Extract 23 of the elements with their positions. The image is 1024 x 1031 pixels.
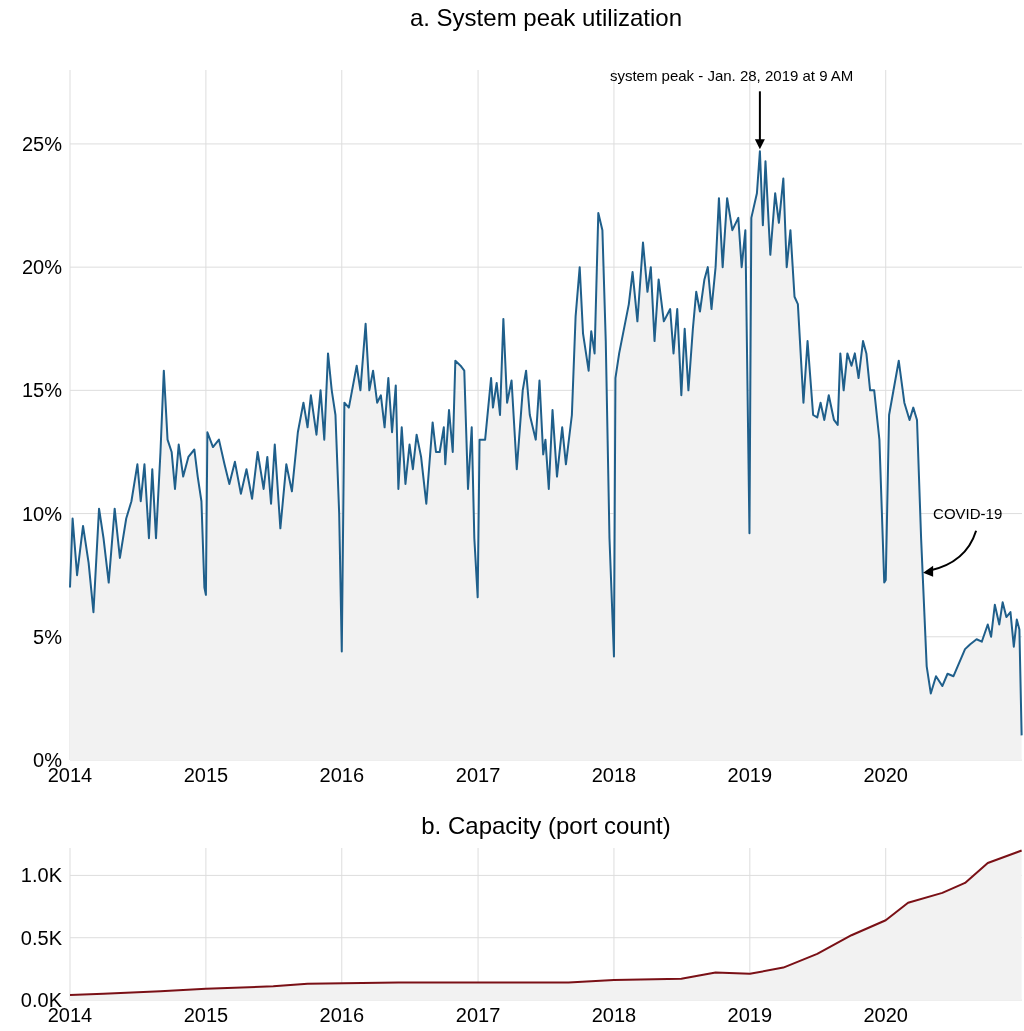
x-tick-label: 2018 — [591, 1004, 637, 1026]
y-tick-label: 20% — [21, 256, 63, 279]
chart-title: a. System peak utilization — [409, 4, 683, 31]
x-tick-label: 2017 — [455, 1004, 501, 1026]
y-tick-label: 15% — [21, 379, 63, 402]
y-tick-label: 5% — [33, 625, 63, 648]
chart-title: b. Capacity (port count) — [421, 812, 671, 839]
y-tick-label: 1.0K — [20, 864, 63, 887]
y-tick-label: 25% — [21, 132, 63, 155]
annotation: system peak - Jan. 28, 2019 at 9 AM — [609, 67, 854, 85]
x-tick-label: 2020 — [863, 1004, 908, 1026]
annotation: COVID-19 — [933, 504, 1003, 522]
x-tick-label: 2015 — [183, 764, 229, 786]
x-tick-label: 2017 — [455, 764, 501, 786]
y-tick-label: 10% — [21, 502, 63, 525]
x-tick-label: 2015 — [183, 1004, 229, 1026]
x-tick-label: 2019 — [727, 764, 773, 786]
x-tick-label: 2018 — [591, 764, 637, 786]
x-tick-label: 2020 — [863, 764, 908, 786]
x-tick-label: 2016 — [319, 1004, 365, 1026]
x-tick-label: 2016 — [319, 764, 365, 786]
y-tick-label: 0.5K — [20, 926, 63, 949]
x-tick-label: 2019 — [727, 1004, 773, 1026]
